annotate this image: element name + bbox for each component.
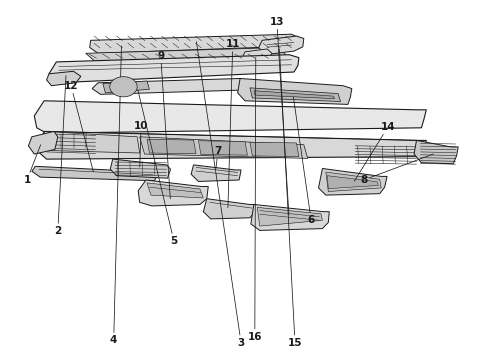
Polygon shape [238,78,352,104]
Polygon shape [44,131,140,153]
Text: 16: 16 [247,58,262,342]
Polygon shape [250,88,341,102]
Text: 11: 11 [225,39,240,208]
Polygon shape [90,34,299,53]
Polygon shape [251,204,329,230]
Polygon shape [414,140,458,164]
Polygon shape [198,141,247,155]
Text: 13: 13 [270,17,289,215]
Polygon shape [327,176,378,189]
Polygon shape [37,131,426,159]
Text: 15: 15 [279,49,302,348]
Polygon shape [243,49,272,62]
Polygon shape [250,142,299,157]
Text: 10: 10 [134,121,148,167]
Circle shape [110,77,137,97]
Polygon shape [49,55,299,83]
Polygon shape [259,36,304,55]
Polygon shape [318,168,387,195]
Polygon shape [47,71,81,86]
Polygon shape [32,166,157,181]
Polygon shape [138,180,208,206]
Text: 1: 1 [24,145,41,185]
Text: 8: 8 [360,154,434,185]
Text: 5: 5 [138,90,177,246]
Polygon shape [140,137,308,158]
Text: 12: 12 [64,81,94,172]
Polygon shape [147,183,203,198]
Text: 2: 2 [54,76,66,236]
Polygon shape [254,91,335,99]
Polygon shape [92,78,247,94]
Text: 4: 4 [110,46,122,345]
Text: 3: 3 [196,42,245,348]
Text: 14: 14 [354,122,395,181]
Polygon shape [86,48,287,62]
Text: 9: 9 [157,51,171,199]
Polygon shape [203,199,256,219]
Polygon shape [326,172,381,192]
Polygon shape [257,207,322,226]
Polygon shape [28,131,58,154]
Polygon shape [191,165,241,181]
Text: 7: 7 [214,146,222,168]
Polygon shape [147,139,196,154]
Polygon shape [110,159,171,178]
Text: 6: 6 [294,97,315,225]
Polygon shape [103,81,149,93]
Polygon shape [34,101,426,133]
